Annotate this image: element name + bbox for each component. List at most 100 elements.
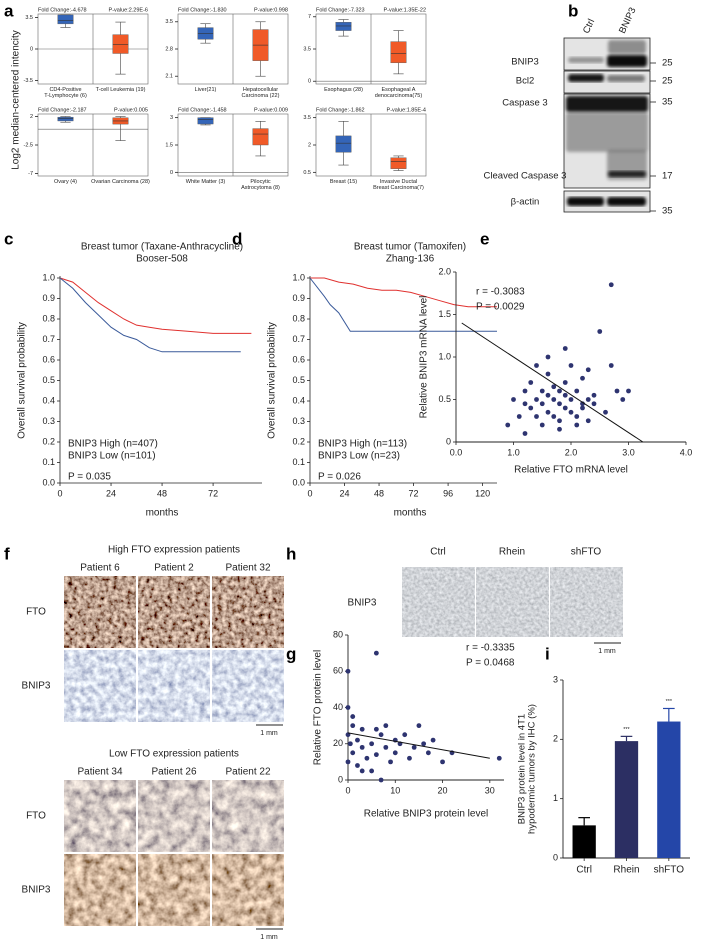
- marker-label: 17: [662, 171, 673, 182]
- x-tick-label: Liver(21): [194, 87, 217, 93]
- point: [539, 422, 545, 428]
- point: [373, 650, 379, 656]
- x-tick-label: Pilocytic Astrocytoma (8): [241, 179, 280, 192]
- legend-label: BNIP3 High (n=407): [68, 439, 158, 450]
- column-label: Patient 32: [225, 563, 270, 574]
- point: [496, 755, 502, 761]
- x-tick-label: 72: [409, 488, 419, 498]
- blot-band: [568, 74, 604, 82]
- plot-subtitle: P-value:1.85E-4: [387, 107, 426, 113]
- ihc-image: [64, 854, 136, 926]
- lane-label: BNIP3: [617, 6, 639, 36]
- x-tick-label: 0: [57, 488, 62, 498]
- y-tick-label: 0: [170, 170, 173, 176]
- blot-band: [607, 197, 646, 206]
- point: [440, 759, 445, 765]
- survival-curve: [310, 277, 497, 308]
- y-tick-label: 1.0: [42, 272, 55, 282]
- point: [383, 723, 389, 729]
- y-tick-label: 0: [338, 774, 343, 784]
- significance: ***: [666, 699, 673, 705]
- legend-label: BNIP3 Low (n=23): [318, 451, 400, 462]
- point: [388, 759, 393, 765]
- row-label: FTO: [26, 607, 46, 618]
- ihc-image: [64, 780, 136, 852]
- y-tick-label: 0.0: [42, 477, 55, 487]
- x-tick-label: 4.0: [680, 447, 693, 457]
- row-label: BNIP3: [348, 598, 377, 609]
- point: [539, 401, 545, 407]
- point: [568, 409, 574, 415]
- point: [359, 768, 365, 774]
- survival-curve: [309, 277, 497, 332]
- x-tick-label: Rhein: [613, 865, 639, 876]
- plot-subtitle: Fold Change:-1.862: [316, 107, 365, 113]
- ihc-image: [138, 780, 210, 852]
- point: [574, 422, 580, 428]
- ihc-image: [212, 854, 284, 926]
- y-tick-label: 3.5: [303, 46, 311, 52]
- y-tick-label: 0.4: [292, 395, 305, 405]
- point: [528, 405, 534, 411]
- y-tick-label: 0.8: [42, 313, 55, 323]
- point: [568, 397, 574, 402]
- x-tick-label: 3.0: [622, 447, 635, 457]
- y-tick-label: 0: [30, 46, 33, 52]
- box: [57, 116, 74, 122]
- fit-line: [461, 322, 644, 443]
- point: [383, 744, 389, 750]
- scale-label: 1 mm: [598, 648, 616, 655]
- panel-label: a: [4, 1, 14, 20]
- x-tick-label: Ovarian Carcinoma (28): [91, 179, 150, 185]
- point: [557, 418, 562, 424]
- x-axis-label: months: [394, 508, 427, 519]
- y-axis-label: Overall survival probability: [17, 322, 28, 439]
- box: [335, 22, 352, 31]
- point: [392, 750, 398, 756]
- blot-band: [607, 75, 645, 82]
- plot-subtitle: Fold Change:-1.830: [178, 7, 227, 13]
- point: [580, 375, 585, 381]
- column-label: Ctrl: [430, 547, 446, 558]
- column-label: Patient 22: [225, 767, 270, 778]
- group-title: High FTO expression patients: [108, 545, 240, 556]
- point: [345, 705, 351, 710]
- y-tick-label: -3.5: [24, 78, 33, 84]
- y-tick-label: 0.2: [292, 436, 305, 446]
- y-tick-label: 3: [553, 674, 558, 684]
- y-tick-label: 0.3: [42, 416, 55, 426]
- x-axis-label: Relative FTO mRNA level: [514, 465, 628, 476]
- point: [574, 414, 580, 419]
- lane-label: Ctrl: [581, 17, 597, 35]
- ihc-image: [138, 854, 210, 926]
- x-tick-label: Invasive Ductal Breast Carcinoma(7): [373, 179, 424, 192]
- panel-label: d: [232, 229, 242, 248]
- y-tick-label: 0: [308, 79, 311, 85]
- point: [421, 741, 427, 747]
- point: [608, 363, 614, 368]
- x-tick-label: Ovary (4): [54, 179, 77, 185]
- box: [390, 41, 407, 64]
- y-tick-label: 2: [30, 114, 33, 120]
- row-label: BNIP3: [22, 885, 51, 896]
- y-tick-label: 80: [333, 629, 343, 639]
- y-axis-label: Relative BNIP3 mRNA level: [419, 296, 430, 419]
- point: [585, 367, 591, 373]
- box: [252, 128, 269, 146]
- point: [355, 737, 360, 743]
- point: [562, 392, 568, 398]
- row-label: β-actin: [511, 197, 540, 208]
- ihc-image: [64, 576, 136, 648]
- point: [591, 401, 597, 407]
- y-tick-label: 1: [553, 793, 558, 803]
- point: [557, 401, 562, 407]
- panel-label: g: [286, 644, 296, 663]
- panel-label: h: [286, 544, 296, 563]
- x-tick-label: 0: [307, 488, 312, 498]
- y-tick-label: -2.5: [24, 142, 33, 148]
- point: [562, 346, 568, 351]
- y-tick-label: 0.4: [42, 395, 55, 405]
- x-tick-label: 30: [485, 785, 495, 795]
- y-axis-label: BNIP3 protein level in 4T1 hypodermic tu…: [516, 704, 538, 834]
- point: [585, 397, 591, 402]
